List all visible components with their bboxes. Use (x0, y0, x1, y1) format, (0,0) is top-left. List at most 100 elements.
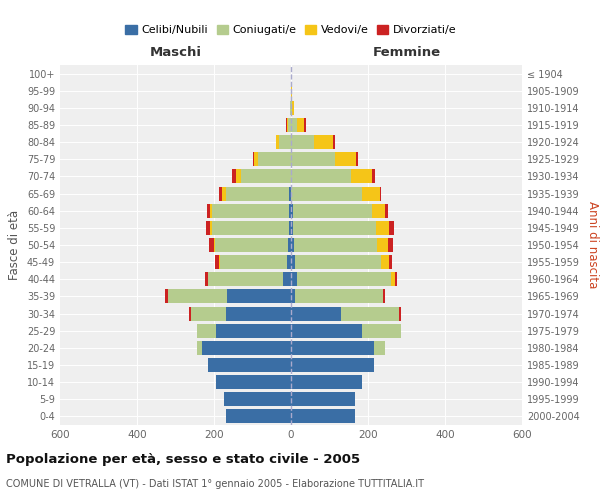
Legend: Celibi/Nubili, Coniugati/e, Vedovi/e, Divorziati/e: Celibi/Nubili, Coniugati/e, Vedovi/e, Di… (121, 20, 461, 40)
Bar (206, 221, 210, 235)
Y-axis label: Anni di nascita: Anni di nascita (586, 202, 599, 288)
Bar (294, 238, 377, 252)
Bar (334, 135, 335, 149)
Bar (241, 170, 291, 183)
Bar (391, 272, 395, 286)
Bar (189, 306, 191, 320)
Bar (226, 186, 289, 200)
Bar (212, 204, 289, 218)
Bar (374, 341, 385, 355)
Bar (399, 306, 401, 320)
Bar (283, 272, 291, 286)
Bar (291, 238, 294, 252)
Bar (291, 221, 293, 235)
Bar (290, 101, 291, 115)
Bar (220, 255, 287, 269)
Bar (288, 118, 291, 132)
Bar (377, 238, 388, 252)
Bar (168, 290, 227, 304)
Bar (291, 290, 295, 304)
Bar (202, 341, 291, 355)
Bar (380, 186, 382, 200)
Bar (286, 118, 287, 132)
Bar (210, 221, 212, 235)
Bar (208, 358, 291, 372)
Bar (385, 204, 388, 218)
Bar (212, 221, 289, 235)
Bar (232, 170, 236, 183)
Bar (254, 152, 258, 166)
Bar (395, 272, 397, 286)
Bar (291, 358, 374, 372)
Bar (226, 410, 291, 424)
Bar (291, 272, 297, 286)
Bar (292, 101, 294, 115)
Bar (297, 118, 304, 132)
Bar (287, 255, 291, 269)
Bar (277, 135, 280, 149)
Bar (304, 118, 307, 132)
Bar (288, 238, 291, 252)
Bar (356, 152, 358, 166)
Bar (383, 290, 385, 304)
Bar (289, 221, 291, 235)
Bar (389, 221, 394, 235)
Bar (224, 392, 291, 406)
Bar (289, 204, 291, 218)
Bar (223, 186, 226, 200)
Bar (291, 306, 341, 320)
Bar (236, 170, 241, 183)
Bar (215, 238, 288, 252)
Bar (295, 290, 383, 304)
Bar (295, 255, 382, 269)
Bar (382, 255, 389, 269)
Bar (253, 152, 254, 166)
Bar (291, 186, 362, 200)
Text: Maschi: Maschi (149, 46, 202, 59)
Bar (362, 186, 380, 200)
Bar (291, 170, 350, 183)
Bar (275, 135, 277, 149)
Bar (227, 290, 291, 304)
Bar (218, 186, 223, 200)
Bar (165, 290, 168, 304)
Bar (376, 221, 389, 235)
Bar (289, 186, 291, 200)
Bar (197, 324, 216, 338)
Bar (219, 255, 220, 269)
Text: COMUNE DI VETRALLA (VT) - Dati ISTAT 1° gennaio 2005 - Elaborazione TUTTITALIA.I: COMUNE DI VETRALLA (VT) - Dati ISTAT 1° … (6, 479, 424, 489)
Bar (205, 272, 208, 286)
Bar (208, 272, 283, 286)
Bar (191, 306, 226, 320)
Bar (372, 170, 375, 183)
Bar (293, 204, 372, 218)
Bar (215, 255, 219, 269)
Bar (314, 135, 334, 149)
Bar (210, 204, 212, 218)
Text: Femmine: Femmine (373, 46, 440, 59)
Bar (291, 204, 293, 218)
Bar (291, 341, 374, 355)
Bar (216, 375, 291, 389)
Bar (389, 255, 392, 269)
Bar (291, 324, 362, 338)
Bar (226, 306, 291, 320)
Bar (293, 221, 376, 235)
Bar (209, 238, 214, 252)
Bar (197, 341, 202, 355)
Bar (341, 306, 399, 320)
Bar (258, 152, 291, 166)
Bar (291, 410, 355, 424)
Bar (372, 204, 385, 218)
Y-axis label: Fasce di età: Fasce di età (8, 210, 21, 280)
Bar (350, 170, 372, 183)
Text: Popolazione per età, sesso e stato civile - 2005: Popolazione per età, sesso e stato civil… (6, 452, 360, 466)
Bar (297, 272, 391, 286)
Bar (280, 135, 291, 149)
Bar (388, 238, 393, 252)
Bar (362, 324, 401, 338)
Bar (216, 324, 291, 338)
Bar (214, 238, 215, 252)
Bar (291, 255, 295, 269)
Bar (291, 118, 297, 132)
